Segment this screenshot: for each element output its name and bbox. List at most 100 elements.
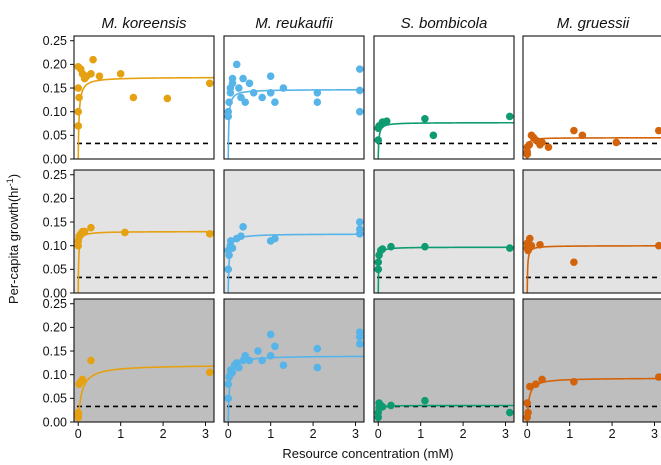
panel-border — [223, 169, 365, 294]
x-tick-label: 3 — [202, 427, 209, 441]
data-point — [570, 258, 578, 267]
data-point — [95, 72, 104, 81]
data-point — [271, 234, 279, 243]
data-point — [531, 380, 540, 388]
data-point — [654, 241, 661, 250]
panel-background — [374, 170, 514, 293]
data-point — [239, 222, 247, 231]
data-point — [578, 131, 587, 140]
data-point — [313, 363, 322, 372]
data-point — [235, 84, 243, 92]
data-point — [121, 228, 129, 237]
y-axis-title: Per-capita growth(hr-1) — [5, 174, 21, 304]
panel-plot-area — [224, 60, 364, 159]
data-point — [266, 88, 275, 97]
data-point — [74, 122, 83, 130]
panel-plot-area — [74, 55, 214, 159]
data-point — [378, 245, 387, 253]
column-title: S. bombicola — [401, 15, 488, 32]
y-tick-label: 0.25 — [43, 297, 67, 311]
panel-plot-area — [74, 223, 214, 293]
y-tick-label: 0.20 — [43, 321, 67, 335]
panel — [522, 35, 661, 160]
panel-border — [522, 35, 661, 160]
panel-background — [374, 36, 514, 159]
data-point — [355, 230, 364, 238]
data-point — [205, 230, 214, 238]
panel — [223, 169, 365, 294]
x-tick-label: 1 — [566, 427, 573, 441]
panel-plot-area — [374, 396, 514, 422]
panel — [373, 35, 515, 160]
x-tick-label: 2 — [460, 427, 467, 441]
data-point — [74, 411, 83, 419]
data-point — [374, 136, 383, 144]
data-point — [271, 98, 279, 107]
data-point — [382, 117, 391, 125]
data-point — [266, 72, 275, 81]
data-point — [523, 399, 532, 407]
data-point — [378, 403, 387, 411]
x-tick-label: 0 — [75, 427, 82, 441]
data-point — [612, 138, 621, 147]
panel-background — [224, 170, 364, 293]
data-point — [266, 351, 275, 360]
data-point — [258, 356, 266, 365]
data-point — [355, 340, 364, 348]
panel — [522, 169, 661, 294]
y-tick-label: 0.10 — [43, 239, 67, 253]
x-tick-label: 2 — [160, 427, 167, 441]
data-point — [544, 143, 553, 151]
data-point — [228, 368, 237, 377]
panel-background — [74, 36, 214, 159]
data-point — [421, 114, 429, 123]
panel — [73, 298, 215, 423]
data-point — [538, 138, 546, 147]
panel — [223, 298, 365, 423]
data-point — [525, 141, 534, 149]
panel-background — [523, 170, 661, 293]
data-point — [538, 375, 546, 384]
x-tick-label: 0 — [375, 427, 382, 441]
y-tick-label: 0.25 — [43, 168, 67, 182]
x-tick-label: 1 — [417, 427, 424, 441]
data-point — [421, 396, 429, 405]
panel-border — [373, 169, 515, 294]
x-tick-label: 0 — [225, 427, 232, 441]
data-point — [279, 84, 288, 92]
column-title: M. koreensis — [101, 15, 187, 32]
panel — [73, 35, 215, 160]
data-point — [654, 373, 661, 381]
data-point — [232, 60, 241, 69]
data-point — [355, 333, 364, 341]
y-axis-title-text: Per-capita growth(hr — [6, 186, 21, 304]
y-axis-title-superscript: -1 — [5, 178, 15, 186]
panel — [223, 35, 365, 160]
data-point — [245, 356, 254, 365]
data-point — [224, 394, 233, 403]
fit-curve — [526, 377, 661, 422]
data-point — [258, 93, 266, 102]
data-point — [205, 368, 214, 377]
data-point — [87, 70, 95, 78]
data-point — [239, 74, 247, 83]
data-point — [129, 93, 138, 102]
fit-curve — [77, 365, 214, 422]
y-tick-label: 0.00 — [43, 152, 67, 166]
y-tick-label: 0.15 — [43, 81, 67, 95]
y-tick-label: 0.05 — [43, 129, 67, 143]
panel-plot-area — [224, 328, 364, 422]
data-point — [228, 74, 237, 83]
data-point — [387, 401, 395, 410]
data-point — [116, 70, 125, 78]
data-point — [224, 265, 233, 274]
y-tick-label: 0.10 — [43, 105, 67, 119]
data-point — [87, 223, 95, 232]
y-tick-label: 0.15 — [43, 215, 67, 229]
panel-plot-area — [374, 242, 514, 293]
data-point — [245, 79, 254, 88]
data-point — [421, 242, 429, 251]
y-tick-label: 0.15 — [43, 344, 67, 358]
panel-border — [373, 298, 515, 423]
